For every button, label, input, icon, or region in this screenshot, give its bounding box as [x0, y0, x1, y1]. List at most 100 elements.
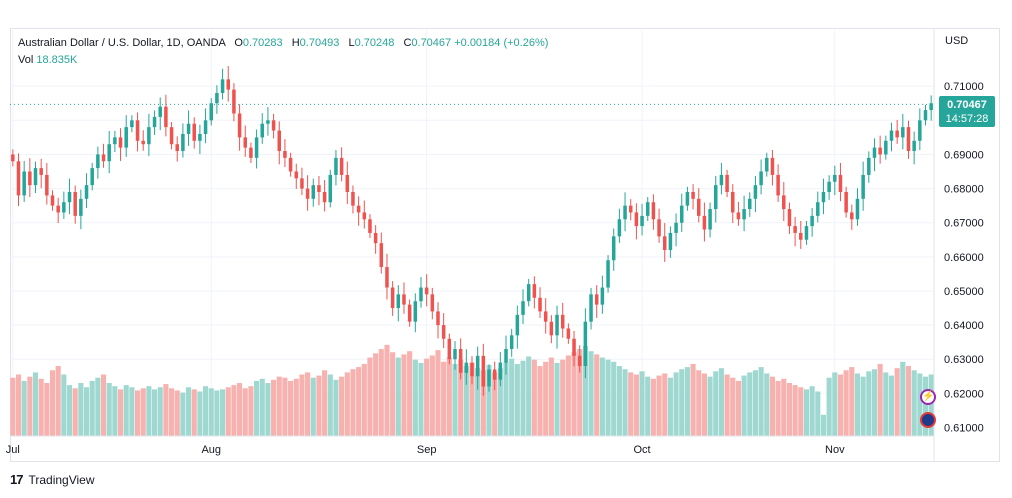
volume-bar: [928, 374, 934, 436]
candle-body: [702, 215, 707, 230]
candle-body: [215, 93, 219, 104]
volume-bar: [407, 351, 413, 436]
y-tick-label: 0.63000: [944, 354, 984, 366]
candle-body: [918, 120, 922, 141]
brand-name: TradingView: [28, 472, 95, 487]
volume-bar: [888, 375, 895, 436]
candle-body: [555, 314, 559, 336]
volume-bar: [905, 366, 912, 436]
symbol-title: Australian Dollar / U.S. Dollar, 1D, OAN…: [18, 37, 226, 49]
candle-body: [566, 328, 571, 339]
volume-bar: [322, 370, 328, 436]
candle-body: [419, 287, 423, 302]
candle-body: [118, 137, 123, 148]
volume-bar: [662, 373, 668, 436]
volume-bar: [543, 361, 549, 436]
candle-body: [147, 127, 151, 145]
x-tick-label: Sep: [417, 444, 437, 456]
candle-body: [821, 191, 826, 203]
candle-body: [713, 185, 718, 210]
volume-bar: [650, 378, 656, 436]
candle-body: [124, 127, 128, 148]
volume-bar: [656, 375, 662, 436]
volume-bar: [769, 376, 775, 436]
candle-body: [799, 232, 803, 240]
candle-body: [50, 195, 55, 206]
volume-bar: [203, 386, 209, 436]
volume-bar: [628, 372, 634, 436]
candle-body: [130, 120, 134, 128]
candle-body: [498, 362, 503, 380]
candle-body: [793, 226, 797, 233]
volume-bar: [497, 368, 503, 436]
volume-bar: [781, 378, 787, 436]
lightning-icon[interactable]: ⚡: [920, 389, 936, 405]
volume-bar: [446, 357, 452, 436]
y-tick-label: 0.61000: [944, 422, 984, 434]
volume-bar: [208, 388, 214, 436]
candle-body: [504, 348, 508, 363]
vol-label: Vol: [18, 54, 34, 66]
x-tick-label: Oct: [633, 444, 650, 456]
candle-body: [844, 191, 848, 213]
vol-value: 18.835K: [36, 54, 78, 66]
close-label: C: [403, 37, 412, 49]
chart-legend: Australian Dollar / U.S. Dollar, 1D, OAN…: [18, 35, 548, 69]
volume-bar: [310, 377, 316, 436]
candle-body: [209, 103, 213, 121]
low-label: L: [348, 37, 355, 49]
volume-bar: [696, 370, 702, 436]
volume-bar: [531, 359, 537, 436]
candle-body: [521, 301, 525, 315]
candle-body: [782, 195, 786, 210]
volume-bar: [186, 387, 192, 436]
volume-bar: [259, 378, 265, 436]
footer[interactable]: 17 TradingView: [10, 472, 95, 487]
volume-bar: [10, 377, 16, 436]
candle-body: [543, 311, 548, 322]
volume-bar: [854, 373, 861, 436]
low-value: 0.70248: [354, 37, 395, 49]
candle-body: [441, 325, 446, 339]
volume-bar: [843, 370, 849, 436]
candle-body: [696, 198, 701, 216]
australia-flag-icon[interactable]: [920, 412, 936, 428]
volume-bar: [225, 387, 231, 436]
candle-body: [583, 321, 588, 367]
volume-bar: [271, 379, 277, 436]
candle-body: [430, 294, 435, 312]
volume-bar: [305, 372, 311, 436]
candle-body: [413, 301, 418, 322]
volume-bar: [611, 361, 617, 436]
volume-bar: [395, 357, 401, 436]
candle-body: [169, 127, 174, 145]
volume-bar: [548, 357, 554, 436]
volume-bar: [599, 357, 605, 436]
volume-bar: [163, 384, 169, 436]
candle-body: [379, 243, 384, 268]
candle-body: [827, 181, 831, 192]
candle-body: [33, 168, 38, 186]
y-tick-label: 0.62000: [944, 388, 984, 400]
bar-countdown: 14:57:28: [945, 113, 989, 126]
candle-body: [691, 191, 695, 199]
volume-bar: [412, 359, 418, 436]
candle-body: [328, 174, 333, 203]
volume-bar: [248, 386, 254, 436]
volume-bar: [594, 354, 600, 436]
candle-body: [226, 79, 231, 90]
volume-bar: [117, 389, 124, 436]
candle-body: [538, 297, 542, 312]
volume-bar: [299, 374, 305, 436]
y-tick-label: 0.66000: [944, 252, 984, 264]
candle-body: [458, 348, 463, 373]
volume-bar: [849, 367, 855, 436]
candle-body: [872, 147, 877, 158]
volume-bar: [100, 374, 107, 436]
volume-bar: [809, 386, 815, 436]
volume-bar: [622, 369, 628, 436]
candle-body: [317, 185, 321, 192]
candle-body: [113, 137, 117, 145]
volume-bar: [871, 369, 878, 436]
